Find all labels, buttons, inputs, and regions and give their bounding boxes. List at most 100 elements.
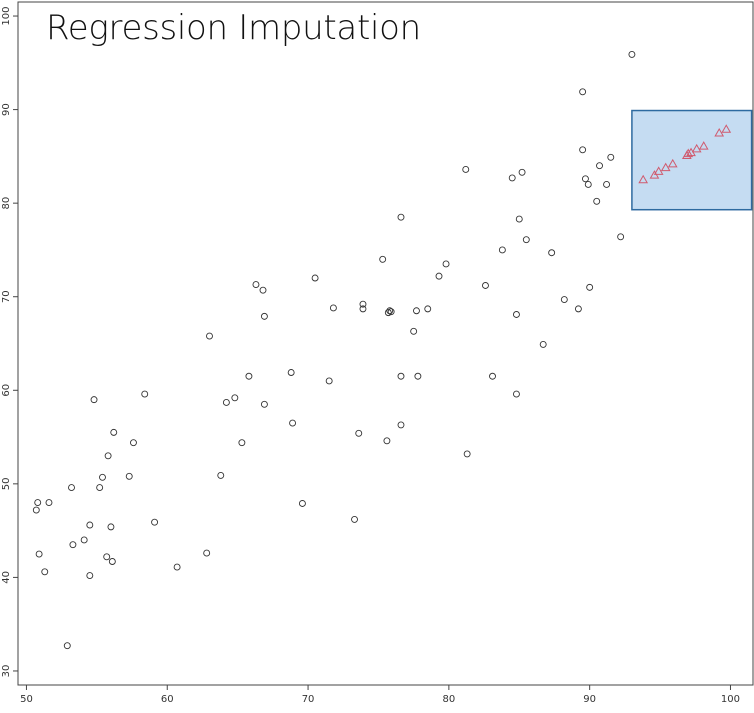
- observed-point: [515, 215, 523, 223]
- observed-point: [69, 541, 77, 549]
- observed-point: [596, 162, 603, 170]
- observed-point: [103, 553, 111, 561]
- observed-point: [289, 419, 297, 427]
- observed-point: [424, 305, 432, 313]
- observed-point: [231, 394, 239, 402]
- x-tick-label: 100: [721, 694, 740, 705]
- observed-point: [96, 484, 104, 492]
- observed-point: [34, 499, 42, 507]
- observed-point: [68, 484, 75, 492]
- y-tick-label: 40: [1, 571, 12, 584]
- observed-point: [397, 213, 405, 221]
- observed-point: [617, 233, 625, 241]
- y-tick-label: 30: [1, 665, 12, 678]
- imputed-point: [653, 166, 664, 175]
- x-tick-label: 60: [161, 694, 174, 705]
- observed-point: [397, 372, 405, 380]
- observed-point: [217, 471, 225, 479]
- observed-point: [498, 246, 506, 254]
- highlight-layer: [631, 109, 753, 211]
- x-tick-label: 80: [442, 694, 455, 705]
- observed-point: [522, 236, 530, 244]
- x-tick-label: 50: [20, 694, 33, 705]
- observed-point: [63, 642, 71, 650]
- y-tick-label: 100: [1, 6, 12, 25]
- observed-point: [386, 307, 394, 315]
- observed-point: [512, 390, 520, 398]
- observed-point: [518, 168, 526, 176]
- observed-point: [379, 255, 387, 263]
- observed-point: [508, 174, 516, 182]
- observed-point: [311, 274, 319, 282]
- observed-point: [384, 309, 392, 317]
- imputed-point: [714, 127, 725, 137]
- observed-point: [325, 377, 333, 385]
- observed-point: [628, 50, 636, 58]
- observed-point: [329, 304, 337, 312]
- observed-point: [607, 153, 615, 161]
- y-tick-label: 90: [1, 103, 12, 116]
- observed-point: [203, 549, 211, 557]
- observed-point: [462, 166, 470, 173]
- observed-point: [603, 180, 611, 188]
- y-tick-label: 70: [1, 290, 12, 303]
- chart-title: Regression Imputation: [46, 8, 421, 48]
- imputed-points: [638, 124, 732, 184]
- y-tick-label: 50: [1, 477, 12, 490]
- observed-point: [45, 499, 53, 507]
- observed-point: [397, 421, 405, 429]
- imputation-highlight-box: [631, 109, 753, 211]
- observed-point: [86, 521, 94, 529]
- observed-point: [259, 286, 267, 294]
- observed-point: [206, 332, 213, 340]
- observed-point: [173, 563, 181, 571]
- observed-point: [586, 283, 594, 291]
- observed-point: [99, 473, 106, 481]
- observed-point: [355, 429, 363, 437]
- x-tick-label: 70: [302, 694, 315, 705]
- observed-point: [110, 428, 118, 436]
- observed-point: [482, 282, 489, 289]
- y-tick-label: 60: [1, 384, 12, 397]
- observed-point: [141, 390, 149, 398]
- observed-point: [80, 536, 88, 544]
- observed-point: [413, 307, 420, 315]
- observed-point: [410, 327, 418, 335]
- observed-point: [584, 180, 592, 188]
- observed-point: [387, 308, 395, 316]
- observed-point: [287, 369, 295, 376]
- observed-point: [41, 568, 49, 576]
- observed-point: [593, 197, 601, 205]
- observed-point: [574, 305, 582, 313]
- observed-point: [512, 311, 520, 318]
- observed-point: [35, 550, 43, 558]
- imputed-point: [667, 158, 678, 168]
- imputed-point: [721, 124, 732, 133]
- imputed-point: [660, 162, 671, 172]
- observed-point: [260, 400, 268, 408]
- observed-point: [86, 572, 94, 579]
- plot-frame: [17, 1, 754, 686]
- observed-points: [32, 50, 636, 650]
- observed-point: [548, 249, 556, 257]
- observed-point: [560, 296, 568, 303]
- observed-point: [125, 472, 133, 480]
- imputed-point: [683, 148, 694, 158]
- imputed-point: [698, 141, 709, 150]
- observed-point: [260, 312, 268, 320]
- observed-point: [108, 558, 116, 565]
- observed-point: [579, 146, 587, 154]
- y-tick-label: 80: [1, 197, 12, 210]
- observed-point: [351, 515, 358, 523]
- observed-point: [489, 372, 496, 380]
- observed-point: [442, 260, 450, 268]
- observed-point: [383, 437, 391, 445]
- observed-point: [222, 398, 230, 406]
- observed-point: [32, 506, 40, 514]
- observed-point: [151, 518, 159, 526]
- imputed-point: [691, 143, 702, 153]
- observed-point: [90, 396, 98, 404]
